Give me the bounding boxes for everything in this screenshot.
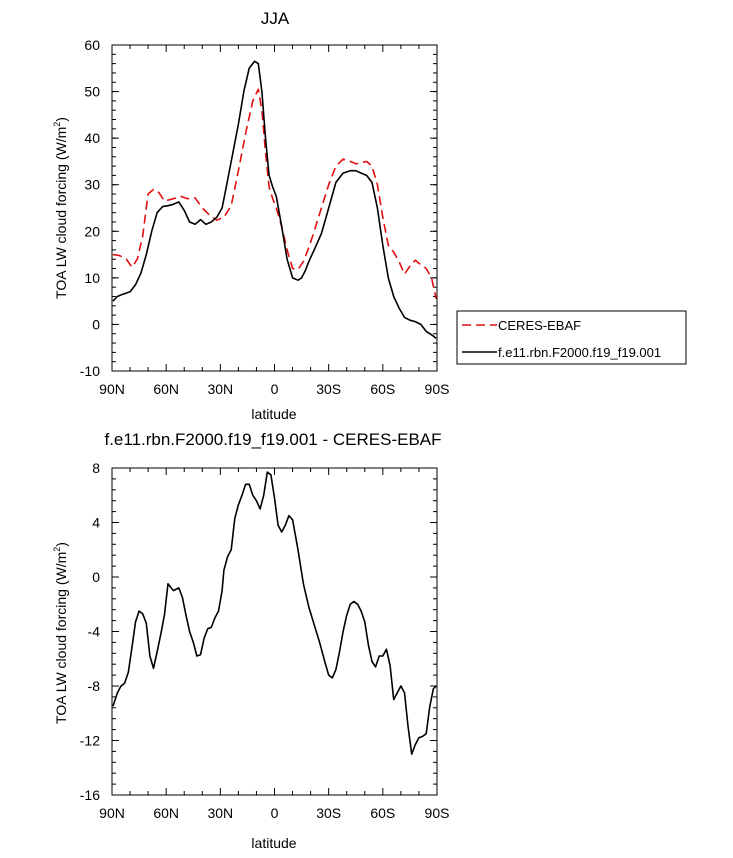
top-chart-plot-frame (111, 44, 438, 372)
legend-frame (456, 310, 687, 365)
top-chart-x-tick-label: 90N (99, 381, 125, 397)
bottom-chart: f.e11.rbn.F2000.f19_f19.001 - CERES-EBAF… (52, 430, 449, 851)
top-chart-series-line-0 (112, 88, 437, 299)
top-chart-ticks: 90N 60N 30N 0 30S 60S 90S -10 0 10 20 30 40 50 60 (80, 37, 450, 397)
top-chart-x-tick-label: 30N (207, 381, 233, 397)
top-chart-x-tick-label: 90S (425, 381, 450, 397)
top-chart-xlabel: latitude (251, 406, 296, 422)
top-chart-y-tick-label: 40 (84, 130, 100, 146)
top-chart: JJA 90N 60N 30N 0 30S 60S 90S-100102030405060 … (52, 9, 687, 422)
bottom-chart-y-tick-label: 0 (92, 569, 100, 585)
top-chart-ylabel-sup: 2 (52, 122, 62, 127)
bottom-chart-y-tick-label: -16 (80, 787, 100, 803)
top-chart-y-tick-label: 60 (84, 37, 100, 53)
top-chart-ylabel-main: TOA LW cloud forcing (W/m (53, 127, 69, 299)
bottom-chart-ylabel-close: ) (53, 542, 69, 547)
bottom-chart-x-tick-label: 90S (425, 805, 450, 821)
legend-label-ceres-ebaf: CERES-EBAF (498, 318, 581, 333)
top-chart-y-tick-label: 30 (84, 177, 100, 193)
top-chart-y-tick-label: 20 (84, 223, 100, 239)
top-chart-ylabel-close: ) (53, 117, 69, 122)
bottom-chart-y-tick-label: -8 (88, 678, 101, 694)
bottom-chart-xlabel: latitude (251, 835, 296, 851)
top-chart-legend: CERES-EBAF f.e11.rbn.F2000.f19_f19.001 (456, 310, 687, 365)
top-chart-y-tick-label: 10 (84, 270, 100, 286)
bottom-chart-series-line-0 (112, 471, 437, 755)
bottom-chart-ylabel: TOA LW cloud forcing (W/m2) (52, 542, 69, 724)
bottom-chart-y-tick-label: 4 (92, 515, 100, 531)
bottom-chart-y-tick-label: -4 (88, 624, 101, 640)
top-chart-title: JJA (261, 9, 290, 28)
bottom-chart-ylabel-sup: 2 (52, 547, 62, 552)
top-chart-x-tick-label: 30S (316, 381, 341, 397)
bottom-chart-x-tick-label: 30N (207, 805, 233, 821)
bottom-chart-ticks: 90N 60N 30N 0 30S 60S 90S -16 -12 -8 -4 0 4 8 (80, 460, 450, 821)
bottom-chart-series (112, 471, 437, 755)
bottom-chart-ylabel-main: TOA LW cloud forcing (W/m (53, 552, 69, 724)
top-chart-x-tick-label: 0 (271, 381, 279, 397)
top-chart-series (112, 60, 437, 340)
top-chart-series-line-1 (112, 60, 437, 340)
top-chart-y-tick-label: -10 (80, 363, 100, 379)
legend-label-model: f.e11.rbn.F2000.f19_f19.001 (498, 345, 661, 360)
top-chart-y-tick-label: 50 (84, 84, 100, 100)
bottom-chart-x-tick-label: 90N (99, 805, 125, 821)
top-chart-x-tick-label: 60N (153, 381, 179, 397)
bottom-chart-y-tick-label: -12 (80, 733, 100, 749)
bottom-chart-x-tick-label: 60S (370, 805, 395, 821)
bottom-chart-x-tick-label: 60N (153, 805, 179, 821)
bottom-chart-title: f.e11.rbn.F2000.f19_f19.001 - CERES-EBAF (104, 430, 441, 449)
top-chart-y-tick-label: 0 (92, 316, 100, 332)
bottom-chart-y-tick-label: 8 (92, 460, 100, 476)
bottom-chart-x-tick-label: 0 (271, 805, 279, 821)
top-chart-ylabel: TOA LW cloud forcing (W/m2) (52, 117, 69, 299)
bottom-chart-plot-frame (111, 467, 438, 796)
bottom-chart-x-tick-label: 30S (316, 805, 341, 821)
top-chart-x-tick-label: 60S (370, 381, 395, 397)
